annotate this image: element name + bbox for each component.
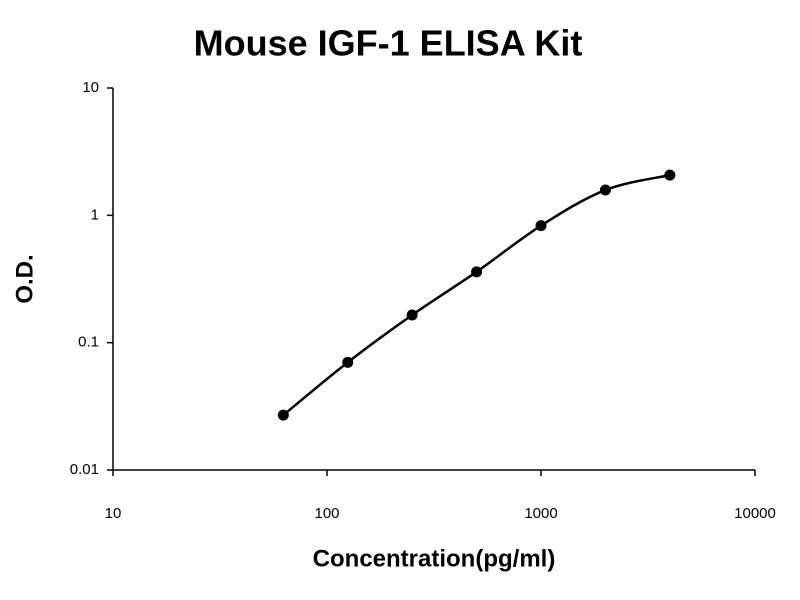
chart-title: Mouse IGF-1 ELISA Kit — [194, 23, 583, 64]
y-tick-label: 0.01 — [70, 461, 99, 478]
data-point — [599, 184, 611, 196]
y-tick-label: 1 — [91, 206, 99, 223]
y-tick-label: 0.1 — [78, 334, 99, 351]
x-axis-label: Concentration(pg/ml) — [313, 545, 556, 572]
data-point — [664, 169, 676, 181]
x-tick-label: 100 — [314, 505, 339, 522]
x-tick-label: 1000 — [524, 505, 557, 522]
data-point — [535, 220, 547, 232]
x-tick-label: 10 — [105, 505, 122, 522]
data-point — [277, 409, 289, 421]
x-tick-label: 10000 — [734, 505, 776, 522]
y-axis-label: O.D. — [11, 254, 38, 303]
y-tick-label: 10 — [82, 79, 99, 96]
data-point — [342, 356, 354, 368]
data-point — [471, 266, 483, 278]
data-point — [406, 309, 418, 321]
